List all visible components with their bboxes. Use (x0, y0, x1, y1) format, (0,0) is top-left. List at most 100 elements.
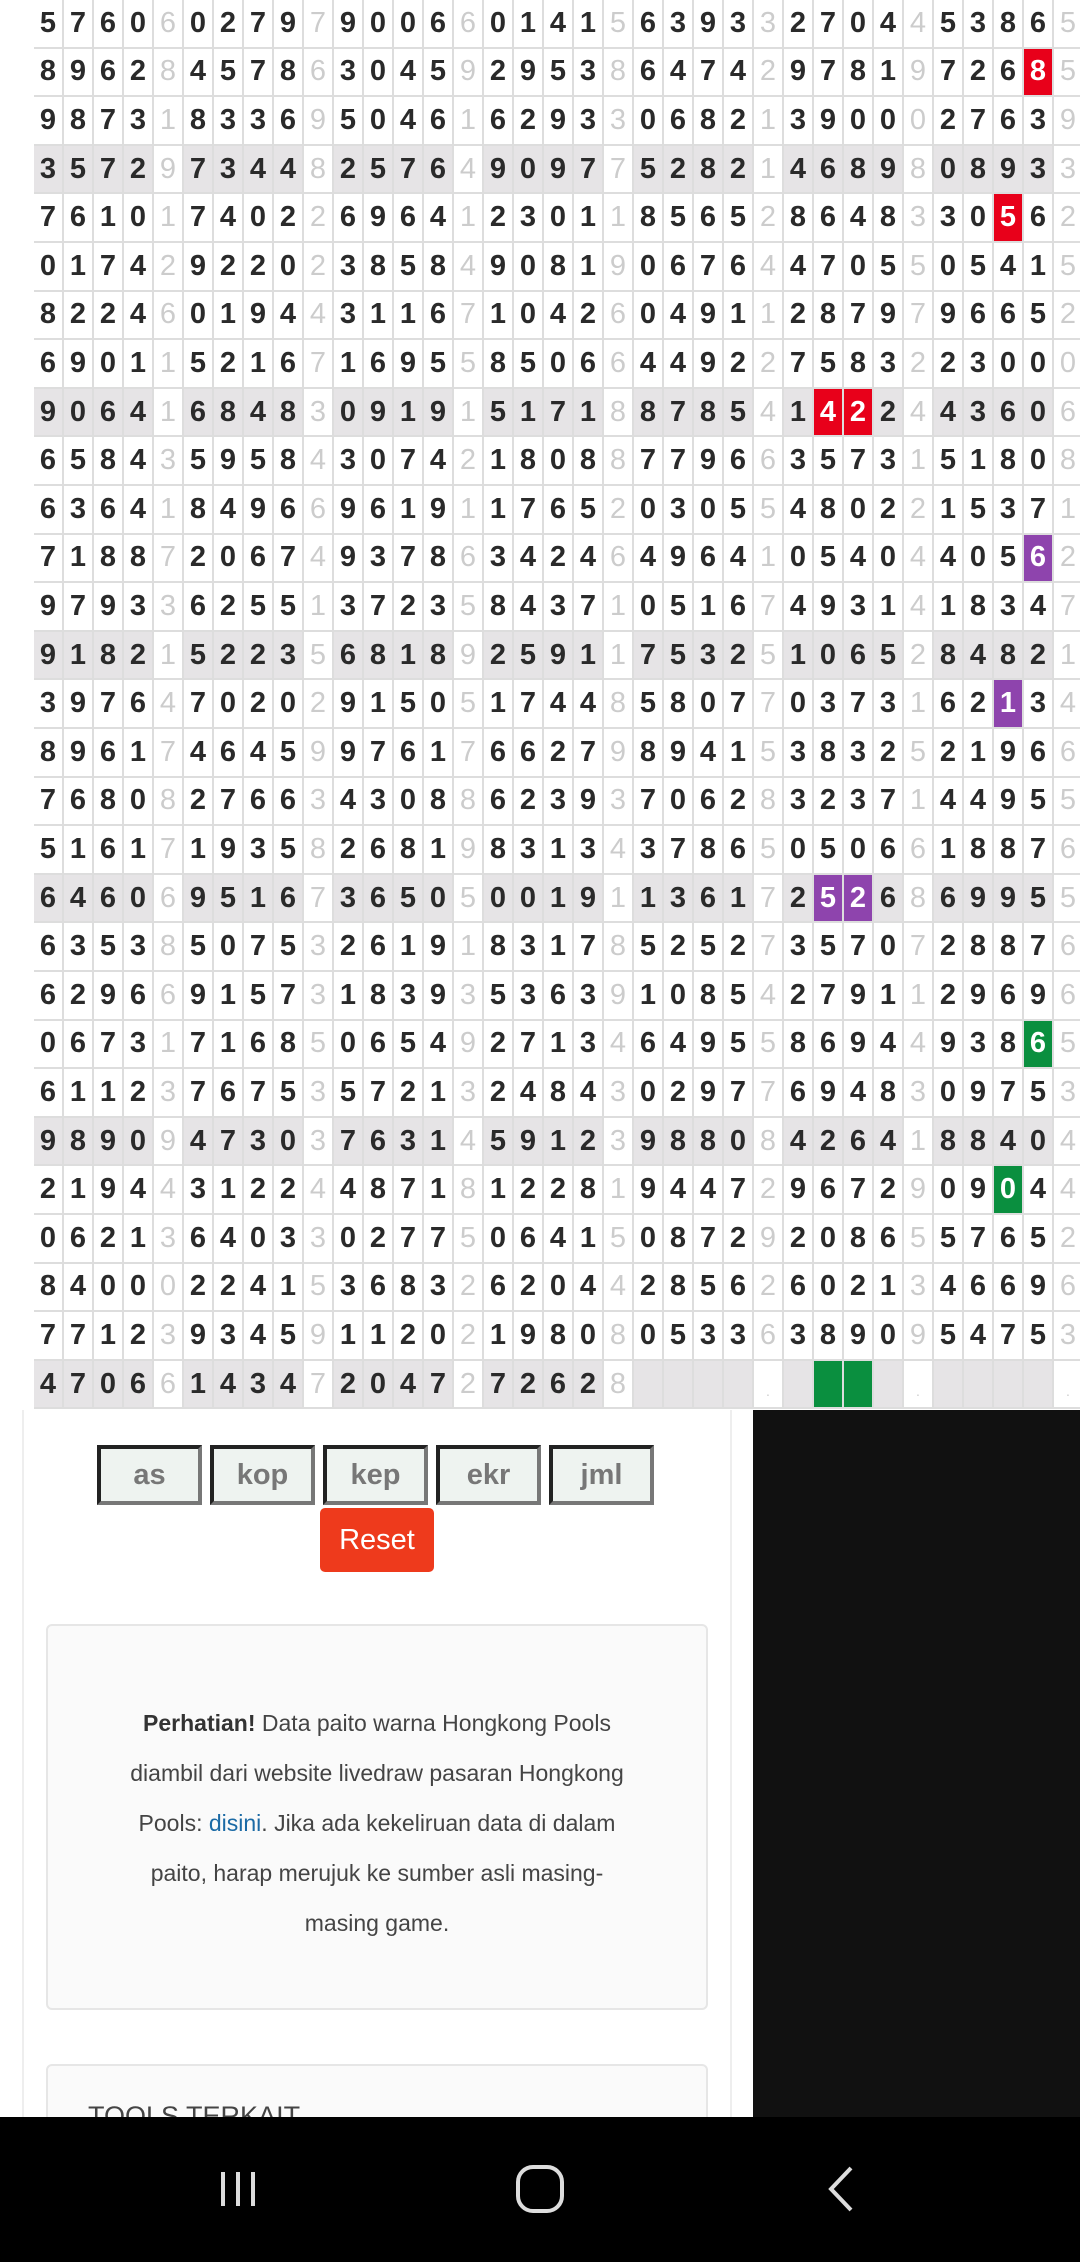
paito-cell[interactable]: 6 (964, 1263, 994, 1313)
paito-cell[interactable]: 6 (634, 0, 664, 49)
paito-cell[interactable]: 0 (784, 680, 814, 729)
paito-cell[interactable]: 6 (34, 437, 64, 486)
paito-cell[interactable]: 2 (124, 48, 154, 98)
paito-separator-cell[interactable]: 5 (454, 1215, 484, 1264)
paito-separator-cell[interactable]: 5 (604, 1215, 634, 1264)
paito-separator-cell[interactable]: 1 (454, 97, 484, 146)
paito-separator-cell[interactable]: 1 (604, 631, 634, 681)
paito-separator-cell[interactable]: 0 (1054, 340, 1080, 389)
paito-cell[interactable]: 7 (364, 1069, 394, 1118)
paito-cell[interactable]: 8 (214, 388, 244, 438)
paito-cell[interactable]: 1 (214, 1020, 244, 1070)
paito-cell[interactable]: 7 (94, 145, 124, 195)
paito-cell[interactable]: 4 (214, 1215, 244, 1264)
paito-cell[interactable]: 3 (124, 1020, 154, 1070)
paito-cell[interactable]: 6 (94, 729, 124, 778)
paito-cell[interactable]: 6 (364, 826, 394, 875)
paito-cell[interactable]: 0 (634, 97, 664, 146)
paito-cell[interactable]: 7 (964, 97, 994, 146)
paito-cell[interactable]: 1 (64, 1069, 94, 1118)
paito-separator-cell[interactable]: 2 (904, 340, 934, 389)
paito-separator-cell[interactable]: 3 (1054, 1069, 1080, 1118)
paito-cell[interactable]: 9 (814, 97, 844, 146)
paito-cell[interactable]: 0 (334, 1215, 364, 1264)
paito-separator-cell[interactable]: 1 (154, 194, 184, 243)
paito-cell[interactable]: 2 (724, 777, 754, 827)
paito-cell[interactable]: 3 (514, 972, 544, 1021)
paito-cell[interactable]: 2 (574, 1360, 604, 1410)
paito-cell[interactable]: 9 (184, 243, 214, 292)
paito-cell[interactable]: 3 (334, 583, 364, 632)
paito-separator-cell[interactable]: 2 (454, 1263, 484, 1313)
paito-cell[interactable]: 8 (544, 1069, 574, 1118)
paito-cell[interactable]: 2 (274, 1166, 304, 1215)
paito-separator-cell[interactable]: 7 (454, 291, 484, 341)
paito-cell[interactable]: 0 (964, 534, 994, 584)
paito-cell[interactable]: 3 (514, 826, 544, 875)
paito-cell[interactable]: 1 (514, 388, 544, 438)
paito-cell[interactable]: 2 (244, 680, 274, 729)
paito-cell[interactable]: 4 (994, 243, 1024, 292)
paito-cell[interactable]: 3 (934, 194, 964, 243)
paito-cell[interactable]: 4 (274, 291, 304, 341)
paito-cell[interactable]: 9 (244, 486, 274, 535)
paito-cell[interactable]: 2 (874, 388, 904, 438)
paito-cell[interactable]: 5 (184, 340, 214, 389)
paito-cell[interactable]: 7 (364, 729, 394, 778)
paito-separator-cell[interactable]: 9 (754, 1215, 784, 1264)
paito-cell[interactable]: 0 (244, 1215, 274, 1264)
paito-cell[interactable]: 6 (34, 972, 64, 1021)
paito-separator-cell[interactable]: 9 (454, 631, 484, 681)
paito-separator-cell[interactable]: 8 (604, 923, 634, 972)
paito-separator-cell[interactable]: 9 (304, 97, 334, 146)
paito-cell[interactable]: 4 (64, 1263, 94, 1313)
paito-cell[interactable]: 9 (994, 777, 1024, 827)
paito-cell[interactable]: 4 (514, 534, 544, 584)
paito-cell[interactable]: 8 (994, 1020, 1024, 1070)
paito-cell[interactable]: 5 (394, 1020, 424, 1070)
paito-cell[interactable]: 7 (964, 1215, 994, 1264)
paito-separator-cell[interactable]: 1 (154, 97, 184, 146)
paito-cell[interactable] (694, 1360, 724, 1410)
paito-cell[interactable]: 8 (694, 972, 724, 1021)
paito-cell[interactable]: 0 (844, 0, 874, 49)
paito-cell[interactable]: 6 (424, 291, 454, 341)
paito-cell[interactable]: 5 (694, 1263, 724, 1313)
paito-cell[interactable]: 9 (34, 583, 64, 632)
paito-cell[interactable]: 2 (184, 534, 214, 584)
paito-cell[interactable]: 1 (424, 1166, 454, 1215)
paito-cell[interactable]: 4 (244, 1312, 274, 1361)
paito-cell[interactable]: 8 (34, 1263, 64, 1313)
paito-cell[interactable]: 2 (94, 1215, 124, 1264)
paito-cell[interactable]: 2 (844, 1263, 874, 1313)
paito-cell[interactable]: 5 (934, 1215, 964, 1264)
paito-separator-cell[interactable]: 4 (904, 388, 934, 438)
paito-separator-cell[interactable]: 9 (154, 145, 184, 195)
paito-cell[interactable]: 6 (994, 291, 1024, 341)
paito-cell[interactable]: 5 (634, 145, 664, 195)
paito-separator-cell[interactable]: 4 (304, 1166, 334, 1215)
paito-cell[interactable]: 2 (214, 631, 244, 681)
paito-cell[interactable]: 6 (34, 874, 64, 924)
paito-cell[interactable]: 3 (844, 583, 874, 632)
paito-cell[interactable]: 1 (484, 486, 514, 535)
paito-cell[interactable]: 3 (724, 1312, 754, 1361)
paito-cell[interactable] (634, 1360, 664, 1410)
paito-cell[interactable]: 7 (64, 0, 94, 49)
paito-cell[interactable]: 9 (964, 1069, 994, 1118)
paito-cell[interactable]: 9 (964, 874, 994, 924)
paito-separator-cell[interactable]: 4 (604, 826, 634, 875)
paito-cell[interactable]: 7 (64, 1360, 94, 1410)
paito-cell[interactable]: 3 (334, 243, 364, 292)
paito-cell[interactable]: 7 (814, 48, 844, 98)
paito-cell[interactable]: 1 (64, 1166, 94, 1215)
paito-cell[interactable]: 9 (814, 1069, 844, 1118)
paito-separator-cell[interactable]: 3 (304, 972, 334, 1021)
paito-cell[interactable]: 5 (34, 826, 64, 875)
paito-cell[interactable]: 1 (934, 826, 964, 875)
paito-cell[interactable]: 6 (544, 972, 574, 1021)
paito-separator-cell[interactable]: 7 (304, 1360, 334, 1410)
paito-cell[interactable]: 9 (334, 0, 364, 49)
paito-cell[interactable]: 5 (724, 1020, 754, 1070)
paito-cell[interactable]: 0 (94, 340, 124, 389)
